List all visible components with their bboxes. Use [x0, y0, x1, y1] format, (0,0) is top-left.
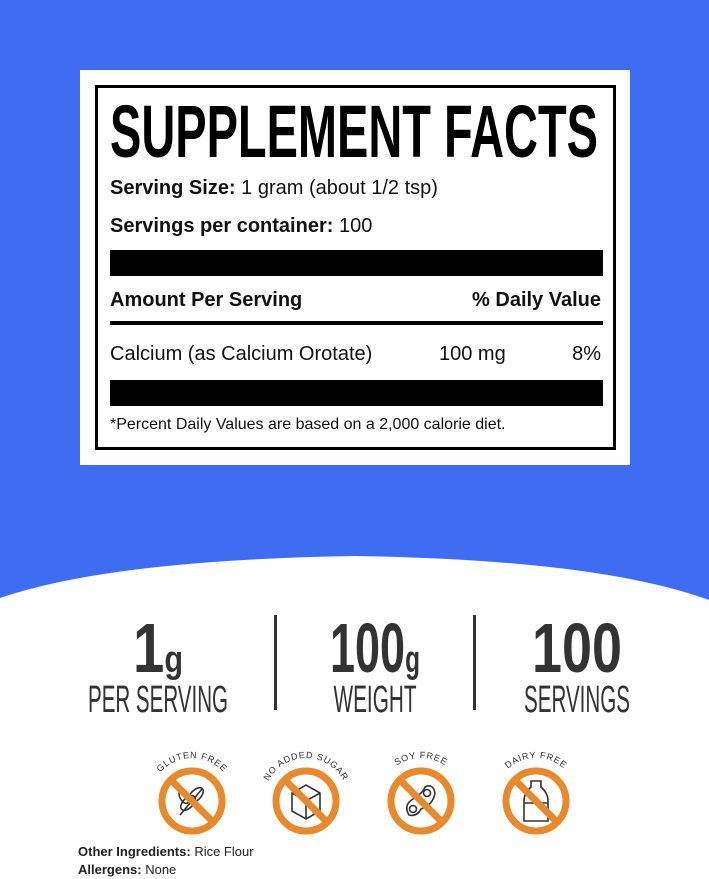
ingredient-name: Calcium (as Calcium Orotate): [110, 343, 373, 365]
badge-dairy-free: DAIRY FREE: [484, 738, 588, 843]
badge-soy-free: SOY FREE: [369, 738, 473, 843]
prohibition-slash-icon: [512, 777, 560, 825]
thick-divider: [110, 380, 603, 406]
stat-weight: 100g WEIGHT: [330, 610, 420, 720]
stat-label: PER SERVING: [88, 679, 228, 720]
prohibition-circle-icon: [502, 767, 570, 835]
prohibition-slash-icon: [397, 777, 445, 825]
prohibition-circle-icon: [272, 767, 340, 835]
prohibition-slash-icon: [168, 777, 216, 825]
badge-gluten-free: GLUTEN FREE: [140, 738, 244, 843]
soybean-icon: [405, 785, 436, 817]
footnote: *Percent Daily Values are based on a 2,0…: [110, 416, 506, 433]
stat-divider: [473, 615, 476, 710]
supplement-facts-panel: SUPPLEMENT FACTS Serving Size: 1 gram (a…: [80, 70, 630, 465]
ingredient-dv: 8%: [572, 343, 601, 365]
stat-label: SERVINGS: [524, 679, 630, 720]
badge-no-added-sugar: NO ADDED SUGAR: [254, 738, 358, 843]
badge-text: NO ADDED SUGAR: [261, 750, 350, 782]
thick-divider: [110, 250, 603, 276]
facts-title-wrap: SUPPLEMENT FACTS: [110, 90, 598, 168]
prohibition-circle-icon: [387, 767, 455, 835]
prohibition-circle-icon: [158, 767, 226, 835]
stat-label: WEIGHT: [334, 679, 417, 720]
other-ingredients: Other Ingredients: Rice Flour: [78, 844, 254, 859]
thin-divider: [110, 321, 603, 325]
stat-servings: 100 SERVINGS: [524, 610, 630, 720]
dv-header: % Daily Value: [472, 289, 601, 311]
stat-divider: [274, 615, 277, 710]
amount-header: Amount Per Serving: [110, 289, 303, 311]
allergens: Allergens: None: [78, 862, 177, 877]
stat-value: 100g: [330, 610, 420, 687]
stat-value: 100: [532, 610, 622, 687]
serving-size: Serving Size: 1 gram (about 1/2 tsp): [110, 177, 438, 199]
ingredient-amount: 100 mg: [439, 343, 506, 365]
facts-title: SUPPLEMENT FACTS: [110, 90, 598, 168]
servings-per-container: Servings per container: 100: [110, 215, 373, 237]
prohibition-slash-icon: [282, 777, 330, 825]
stat-per-serving: 1g PER SERVING: [88, 610, 228, 720]
badge-text: SOY FREE: [393, 750, 450, 767]
stat-value: 1g: [133, 610, 183, 687]
badge-text: DAIRY FREE: [503, 750, 569, 770]
